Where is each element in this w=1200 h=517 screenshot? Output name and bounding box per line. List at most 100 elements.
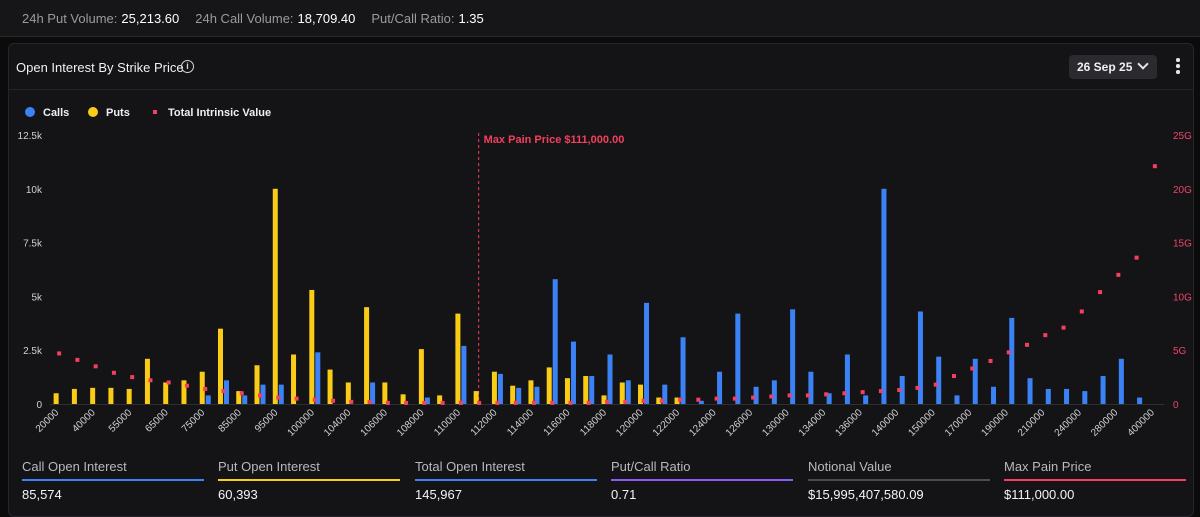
y-right-tick-label: 15G <box>1173 239 1192 250</box>
bar-calls <box>1009 317 1015 404</box>
point-total-intrinsic-value <box>1079 309 1084 314</box>
point-total-intrinsic-value <box>111 370 116 375</box>
y-left-tick-label: 10k <box>26 185 43 196</box>
bar-calls <box>753 386 759 404</box>
max-pain-label: Max Pain Price $111,000.00 <box>484 134 625 146</box>
y-right-tick-label: 0 <box>1173 400 1179 411</box>
bar-calls <box>570 341 576 404</box>
bar-puts <box>638 384 644 404</box>
x-tick-label: 170000 <box>943 407 975 439</box>
x-tick-label: 280000 <box>1089 407 1121 439</box>
point-total-intrinsic-value <box>367 399 372 404</box>
legend-marker-total-intrinsic-value <box>153 110 157 114</box>
metric-label: Notional Value <box>808 459 892 474</box>
metric-underline <box>218 479 400 481</box>
legend-label: Calls <box>43 107 69 119</box>
x-tick-label: 20000 <box>34 407 62 435</box>
x-tick-label: 190000 <box>980 407 1012 439</box>
bar-puts <box>473 391 479 404</box>
kebab-menu-icon[interactable] <box>1175 58 1181 76</box>
point-total-intrinsic-value <box>75 357 80 362</box>
bar-calls <box>223 380 229 404</box>
x-tick-label: 95000 <box>253 407 281 435</box>
metric-put-call-ratio: Put/Call Ratio 0.71 <box>597 450 793 508</box>
x-tick-label: 108000 <box>395 407 427 439</box>
x-tick-label: 116000 <box>542 407 573 438</box>
y-right-tick-label: 20G <box>1173 185 1192 196</box>
x-tick-label: 114000 <box>505 407 536 438</box>
put-volume-stat: 24h Put Volume: 25,213.60 <box>22 10 180 26</box>
legend-marker-puts <box>88 107 98 117</box>
bar-calls <box>899 376 905 404</box>
y-right-tick-label: 10G <box>1173 292 1192 303</box>
y-left-tick-label: 2.5k <box>23 346 43 357</box>
bar-calls <box>1137 397 1143 404</box>
bar-calls <box>954 395 960 404</box>
point-total-intrinsic-value <box>751 395 756 400</box>
point-total-intrinsic-value <box>805 393 810 398</box>
point-total-intrinsic-value <box>166 380 171 385</box>
bar-calls <box>844 354 850 404</box>
point-total-intrinsic-value <box>404 400 409 405</box>
point-total-intrinsic-value <box>951 374 956 379</box>
point-total-intrinsic-value <box>221 389 226 394</box>
legend-marker-calls <box>25 107 35 117</box>
metric-label: Put/Call Ratio <box>611 459 691 474</box>
metric-underline <box>1004 479 1186 481</box>
point-total-intrinsic-value <box>477 400 482 405</box>
x-tick-label: 75000 <box>180 407 208 435</box>
bar-puts <box>674 397 680 404</box>
x-tick-label: 112000 <box>469 407 500 438</box>
bar-calls <box>315 352 321 404</box>
x-tick-label: 106000 <box>359 407 391 439</box>
bar-calls <box>534 386 540 404</box>
metric-underline <box>22 479 204 481</box>
bar-puts <box>71 388 77 404</box>
metric-value: 85,574 <box>22 487 62 502</box>
bar-puts <box>181 380 187 404</box>
point-total-intrinsic-value <box>276 395 281 400</box>
bar-puts <box>656 397 662 404</box>
point-total-intrinsic-value <box>915 385 920 390</box>
bar-calls <box>698 400 704 404</box>
bar-puts <box>510 385 516 404</box>
metric-label: Put Open Interest <box>218 459 320 474</box>
metric-put-open-interest: Put Open Interest 60,393 <box>204 450 400 508</box>
bar-puts <box>53 393 59 404</box>
point-total-intrinsic-value <box>842 391 847 396</box>
bar-calls <box>1118 358 1124 404</box>
point-total-intrinsic-value <box>258 393 263 398</box>
bar-puts <box>345 382 351 404</box>
point-total-intrinsic-value <box>586 400 591 405</box>
bar-puts <box>272 188 278 404</box>
x-tick-label: 55000 <box>107 407 135 435</box>
point-total-intrinsic-value <box>897 388 902 393</box>
point-total-intrinsic-value <box>531 400 536 405</box>
expiry-date-label: 26 Sep 25 <box>1077 60 1133 74</box>
point-total-intrinsic-value <box>385 400 390 405</box>
x-tick-label: 65000 <box>143 407 171 435</box>
metric-underline <box>808 479 990 481</box>
bar-puts <box>126 388 132 404</box>
bar-puts <box>546 367 552 404</box>
y-left-tick-label: 12.5k <box>18 131 43 142</box>
x-tick-label: 104000 <box>322 407 354 439</box>
point-total-intrinsic-value <box>970 366 975 371</box>
x-tick-label: 100000 <box>286 407 318 439</box>
point-total-intrinsic-value <box>422 400 427 405</box>
metric-max-pain-price: Max Pain Price $111,000.00 <box>990 450 1186 508</box>
point-total-intrinsic-value <box>769 394 774 399</box>
bar-puts <box>455 313 461 404</box>
point-total-intrinsic-value <box>714 396 719 401</box>
expiry-date-select[interactable]: 26 Sep 25 <box>1069 55 1157 79</box>
bar-calls <box>680 337 686 404</box>
x-tick-label: 122000 <box>651 407 683 439</box>
panel-title: Open Interest By Strike Price <box>16 60 184 75</box>
point-total-intrinsic-value <box>331 398 336 403</box>
point-total-intrinsic-value <box>824 392 829 397</box>
bar-puts <box>309 289 315 404</box>
bar-puts <box>583 376 589 404</box>
info-icon[interactable]: i <box>181 60 194 73</box>
x-tick-label: 140000 <box>870 407 902 439</box>
point-total-intrinsic-value <box>1061 325 1066 330</box>
